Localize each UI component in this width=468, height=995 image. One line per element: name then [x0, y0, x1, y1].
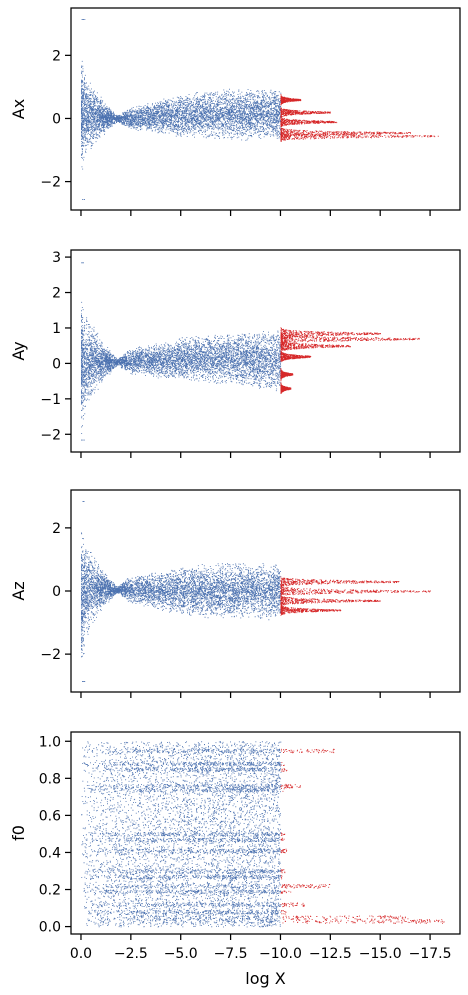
scatter-points — [81, 501, 431, 682]
axes-frame — [70, 7, 461, 211]
y-tick-label: 0 — [52, 111, 61, 127]
y-tick-label: −2 — [40, 175, 61, 191]
x-tick-label: −15.0 — [359, 946, 402, 962]
y-tick-label: 2 — [52, 521, 61, 537]
y-tick-label: 0.0 — [39, 920, 61, 936]
scatter-points — [81, 19, 439, 200]
scatter-points — [81, 262, 420, 441]
y-tick-label: 0 — [52, 584, 61, 600]
panel-ay: −2 −1 0 1 2 3 Ay — [9, 249, 461, 458]
panel-az: −2 0 2 Az — [9, 489, 461, 698]
y-tick-label: −1 — [40, 392, 61, 408]
y-tick-label: −2 — [40, 647, 61, 663]
y-axis-label: Ax — [9, 99, 28, 119]
y-tick-label: 3 — [52, 250, 61, 266]
y-axis-label: Az — [9, 581, 28, 600]
tail-series-points — [280, 327, 420, 394]
axes-frame — [70, 731, 461, 935]
panel-ax: −2 0 2 Ax — [9, 7, 461, 216]
y-tick-label: 2 — [52, 48, 61, 64]
x-tick-label: −10.0 — [259, 946, 302, 962]
tail-series-points — [280, 576, 431, 616]
x-tick-label: 0.0 — [70, 946, 92, 962]
x-tick-label: −5.0 — [164, 946, 198, 962]
main-series-points — [81, 501, 282, 682]
y-tick-label: 2 — [52, 286, 61, 302]
y-tick-label: 0.6 — [39, 808, 61, 824]
y-tick-label: 0.4 — [39, 845, 61, 861]
y-axis-label: f0 — [9, 825, 28, 841]
main-series-points — [81, 262, 282, 441]
y-tick-label: 0.8 — [39, 771, 61, 787]
x-tick-label: −2.5 — [114, 946, 148, 962]
x-tick-label: −17.5 — [409, 946, 452, 962]
y-tick-label: 1.0 — [39, 734, 61, 750]
y-tick-label: 0.2 — [39, 883, 61, 899]
x-tick-label: −12.5 — [309, 946, 352, 962]
main-series-points — [81, 741, 282, 928]
y-tick-label: −2 — [40, 427, 61, 443]
axes-frame — [70, 249, 461, 453]
x-axis-label: log X — [245, 969, 285, 988]
x-tick-label: −7.5 — [214, 946, 248, 962]
y-tick-label: 0 — [52, 356, 61, 372]
scatter-points — [81, 741, 445, 928]
panel-f0: 0.0 0.2 0.4 0.6 0.8 1.0 0.0 −2.5 −5.0 −7.5 −10.0 −1… — [9, 731, 461, 988]
y-axis-label: Ay — [9, 341, 28, 360]
y-tick-label: 1 — [52, 321, 61, 337]
tail-series-points — [280, 94, 439, 142]
